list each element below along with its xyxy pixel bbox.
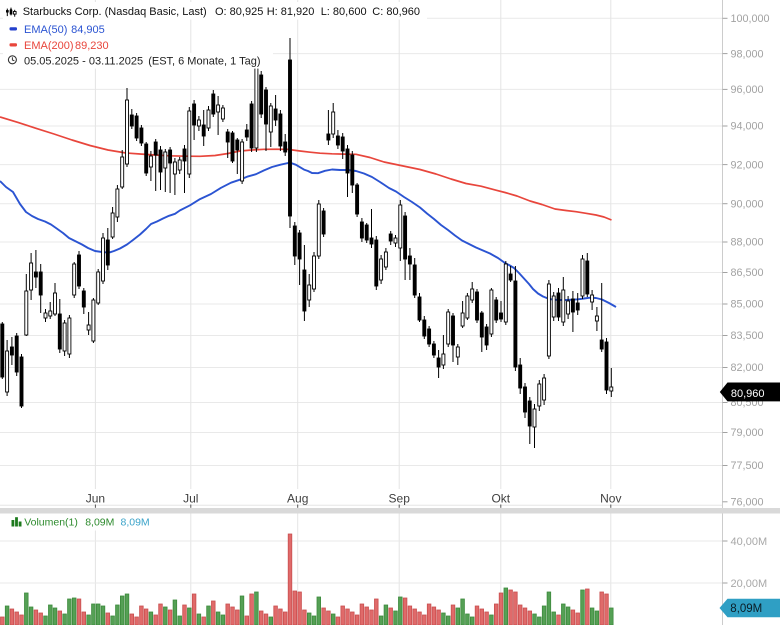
svg-text:40,00M: 40,00M — [731, 536, 768, 548]
svg-text:94,000: 94,000 — [731, 121, 764, 133]
svg-text:EMA(200): EMA(200) — [24, 40, 74, 52]
svg-text:Nov: Nov — [600, 492, 621, 506]
svg-text:96,000: 96,000 — [731, 84, 764, 96]
svg-text:Sep: Sep — [389, 492, 411, 506]
svg-text:Jul: Jul — [183, 492, 198, 506]
svg-text:85,000: 85,000 — [731, 299, 764, 311]
svg-text:79,000: 79,000 — [731, 427, 764, 439]
svg-text:Volumen(1): Volumen(1) — [24, 517, 78, 529]
svg-text:Aug: Aug — [287, 492, 308, 506]
svg-text:8,09M: 8,09M — [121, 517, 150, 529]
svg-text:Okt: Okt — [491, 492, 510, 506]
svg-text:EMA(50): EMA(50) — [24, 24, 67, 36]
svg-text:90,000: 90,000 — [731, 198, 764, 210]
svg-text:05.05.2025 - 03.11.2025: 05.05.2025 - 03.11.2025 — [24, 55, 143, 67]
svg-text:86,500: 86,500 — [731, 267, 764, 279]
svg-text:83,500: 83,500 — [731, 330, 764, 342]
svg-text:Jun: Jun — [86, 492, 105, 506]
svg-text:C: 80,960: C: 80,960 — [372, 6, 420, 18]
svg-text:8,09M: 8,09M — [730, 603, 762, 615]
svg-text:Starbucks Corp. (Nasdaq Basic,: Starbucks Corp. (Nasdaq Basic, Last) — [23, 6, 207, 18]
svg-text:77,500: 77,500 — [731, 460, 764, 472]
svg-text:8,09M: 8,09M — [85, 517, 114, 529]
svg-text:O: 80,925: O: 80,925 — [215, 6, 263, 18]
svg-text:92,000: 92,000 — [731, 159, 764, 171]
svg-text:89,230: 89,230 — [75, 40, 109, 52]
svg-text:76,000: 76,000 — [731, 497, 764, 509]
svg-text:82,000: 82,000 — [731, 362, 764, 374]
svg-text:98,000: 98,000 — [731, 48, 764, 60]
svg-text:L: 80,600: L: 80,600 — [321, 6, 367, 18]
svg-text:84,905: 84,905 — [71, 24, 105, 36]
svg-text:88,000: 88,000 — [731, 237, 764, 249]
svg-text:H: 81,920: H: 81,920 — [267, 6, 315, 18]
svg-text:(EST, 6 Monate, 1 Tag): (EST, 6 Monate, 1 Tag) — [148, 55, 260, 67]
svg-text:100,000: 100,000 — [731, 13, 770, 25]
svg-text:80,960: 80,960 — [731, 388, 765, 400]
svg-text:20,00M: 20,00M — [731, 578, 768, 590]
